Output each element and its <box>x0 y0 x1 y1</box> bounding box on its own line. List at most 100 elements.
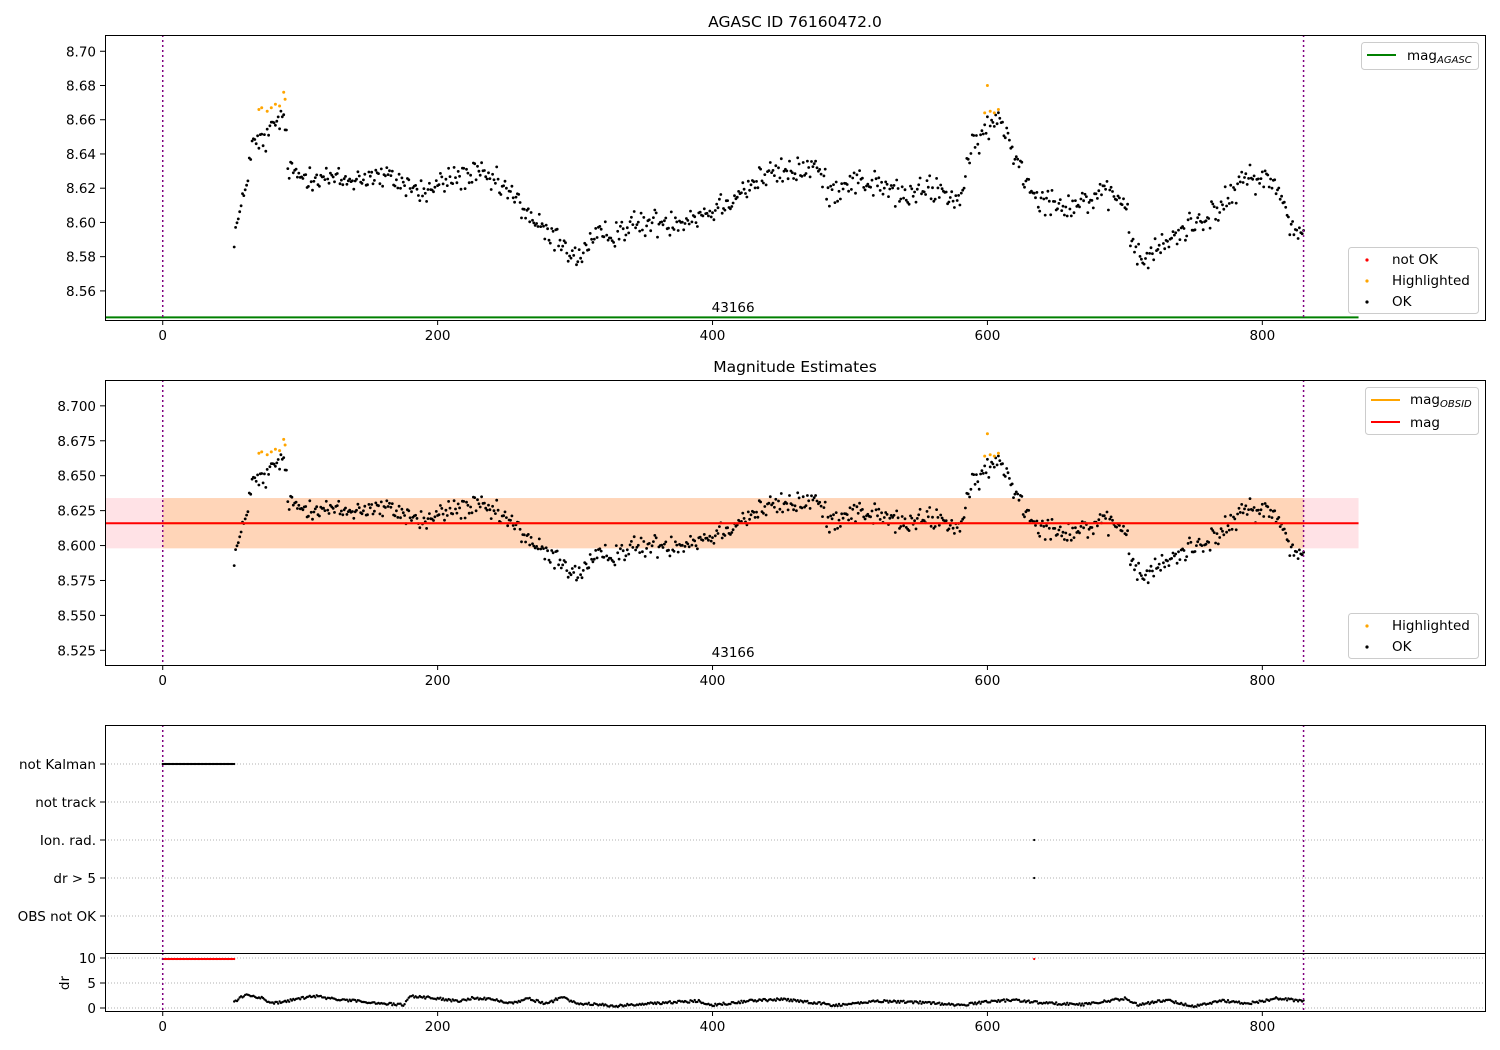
mag-ok-point <box>1189 540 1193 544</box>
agasc-ok-point <box>818 168 822 171</box>
agasc-ok-point <box>483 169 486 172</box>
mag-ok-point <box>939 513 943 517</box>
agasc-ok-point <box>988 124 992 128</box>
agasc-ok-point <box>1071 199 1074 203</box>
mag-ok-point <box>928 506 932 509</box>
dr-point <box>1081 1002 1084 1005</box>
mag-ok-point <box>913 519 916 523</box>
agasc-ok-point <box>735 195 739 199</box>
agasc-ok-point <box>345 182 349 186</box>
mag-ok-point <box>698 535 702 539</box>
mag-ok-point <box>636 543 640 547</box>
agasc-ok-point <box>797 162 801 166</box>
agasc-ok-point <box>304 173 308 177</box>
mag-ok-point <box>553 566 556 570</box>
mag-ok-point <box>591 560 595 564</box>
mag-ok-point <box>929 524 933 528</box>
agasc-ok-point <box>417 194 420 197</box>
agasc-ok-point <box>452 166 456 169</box>
mag-ok-point <box>806 494 809 497</box>
agasc-ok-point <box>1111 190 1114 193</box>
mag-ok-point <box>579 573 582 577</box>
agasc-ok-point <box>1134 245 1138 249</box>
mag-ok-point <box>840 512 844 516</box>
mag-ok-point <box>893 531 897 534</box>
agasc-ok-point <box>592 237 596 241</box>
dr-point <box>789 998 793 1001</box>
mag-ok-point <box>1061 530 1065 534</box>
agasc-ok-point <box>294 167 298 171</box>
agasc-ok-point <box>362 178 365 182</box>
mag-ok-point <box>506 524 510 528</box>
agasc-ok-point <box>594 227 598 230</box>
agasc-ok-point <box>1050 189 1054 192</box>
dr-point <box>1222 998 1226 1002</box>
mag-ok-point <box>599 549 603 553</box>
agasc-ytick-label-0: 8.56 <box>66 284 96 300</box>
agasc-ok-point <box>1145 251 1149 255</box>
agasc-ok-point <box>555 227 559 231</box>
mag-ok-point <box>1063 538 1066 541</box>
mag-ok-point <box>274 464 277 468</box>
mag-highlighted-point <box>988 453 992 457</box>
mag-ok-point <box>1104 517 1107 520</box>
mag-ok-point <box>1282 527 1286 531</box>
mag-ok-point <box>570 567 574 570</box>
mag-ok-point <box>422 516 426 520</box>
agasc-ok-point <box>650 221 654 225</box>
mag-ok-point <box>771 501 775 505</box>
mag-highlighted-point <box>992 454 996 458</box>
agasc-ok-point <box>733 194 736 198</box>
agasc-ok-point <box>689 209 692 213</box>
mag-ok-point <box>889 514 893 517</box>
agasc-ok-point <box>915 187 919 191</box>
agasc-ok-point <box>279 109 283 113</box>
agasc-ok-point <box>280 115 284 119</box>
mag-ok-point <box>393 514 397 518</box>
agasc-highlighted-point <box>985 84 989 87</box>
dr-point <box>567 998 570 1001</box>
mag-ok-point <box>811 498 815 502</box>
agasc-ok-point <box>368 174 372 178</box>
agasc-ok-point <box>980 129 984 133</box>
agasc-ok-point <box>668 233 672 237</box>
mag-ok-point <box>267 473 270 476</box>
mag-ok-point <box>624 554 628 558</box>
mag-ok-point <box>544 546 548 550</box>
mag-ok-point <box>720 536 724 540</box>
mag-ok-point <box>455 511 459 515</box>
dr-point <box>406 998 409 1001</box>
mag-ok-point <box>731 528 735 532</box>
mag-ok-point <box>1207 540 1211 544</box>
mag-ok-point <box>388 501 391 505</box>
mag-ok-point <box>914 527 918 531</box>
agasc-ok-point <box>975 134 978 137</box>
agasc-ok-point <box>360 182 364 185</box>
agasc-ok-point <box>1278 197 1282 201</box>
dr-point <box>835 1003 838 1006</box>
mag-ok-point <box>852 503 856 507</box>
agasc-ok-point <box>669 210 673 214</box>
dr-point <box>1053 1002 1057 1006</box>
mag-ytick-label-4: 8.625 <box>57 504 96 520</box>
dr-point <box>995 1000 999 1004</box>
agasc-ok-point <box>654 211 658 215</box>
agasc-ok-point <box>1056 207 1059 211</box>
agasc-ok-point <box>806 159 809 163</box>
agasc-ok-point <box>1108 188 1112 192</box>
agasc-ok-point <box>1126 202 1129 206</box>
agasc-ok-point <box>913 190 916 194</box>
mag-ok-point <box>948 523 952 527</box>
dr-point <box>518 1000 522 1004</box>
agasc-ok-point <box>977 151 981 155</box>
agasc-ok-point <box>661 223 665 227</box>
dr-point <box>277 1002 280 1005</box>
agasc-ok-point <box>337 166 341 170</box>
mag-ok-point <box>759 500 762 504</box>
agasc-xtick-label-600: 600 <box>975 328 1001 344</box>
mag-ok-point <box>399 516 402 520</box>
agasc-ok-point <box>1045 196 1048 200</box>
agasc-ok-point <box>858 169 861 173</box>
mag-ok-point <box>502 514 505 518</box>
